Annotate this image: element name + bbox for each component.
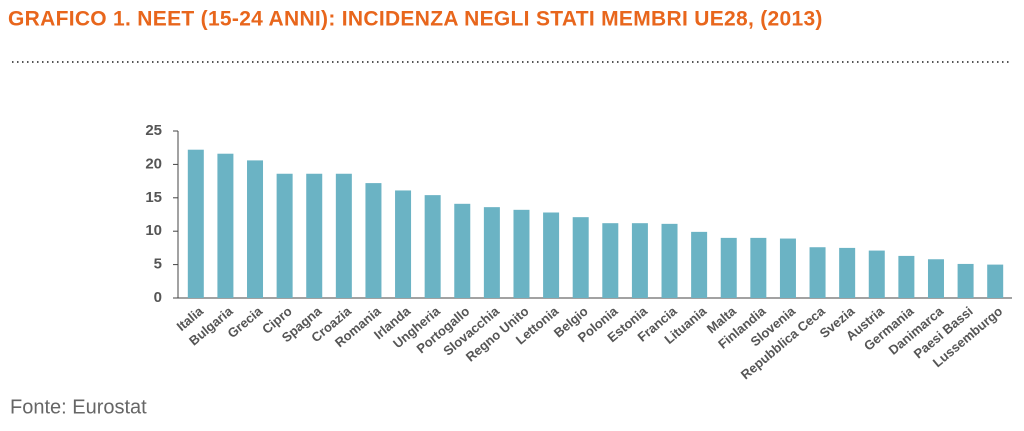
bar <box>335 173 352 298</box>
bar <box>276 173 293 298</box>
chart-title: GRAFICO 1. NEET (15-24 ANNI): INCIDENZA … <box>8 8 823 31</box>
bar <box>898 255 915 298</box>
bar <box>424 195 441 298</box>
bar <box>543 212 560 298</box>
y-tick-label: 0 <box>154 289 162 306</box>
bar <box>602 223 619 298</box>
bar <box>957 263 974 298</box>
bar <box>217 153 234 298</box>
bar <box>513 209 530 298</box>
bar <box>927 259 944 298</box>
bar <box>720 237 737 298</box>
bar <box>247 160 264 298</box>
bar <box>691 231 708 298</box>
bar <box>365 183 382 298</box>
bar <box>868 250 885 298</box>
bar <box>572 217 589 298</box>
bar <box>454 203 471 298</box>
bar <box>395 190 412 298</box>
source: Fonte: Eurostat <box>10 396 147 418</box>
y-tick-label: 20 <box>145 155 162 172</box>
bar <box>809 247 826 298</box>
bar <box>306 173 323 298</box>
bar <box>750 237 767 298</box>
y-tick-label: 10 <box>145 222 162 239</box>
bar <box>987 264 1004 298</box>
y-tick-label: 5 <box>154 256 162 273</box>
bar <box>483 207 500 298</box>
y-tick-label: 15 <box>145 189 162 206</box>
y-tick-label: 25 <box>145 122 162 139</box>
bar <box>661 223 678 298</box>
bar <box>779 238 796 298</box>
bar <box>631 223 648 298</box>
x-tick-label: Grecia <box>225 303 266 341</box>
bar <box>839 247 856 298</box>
bar <box>187 149 204 298</box>
